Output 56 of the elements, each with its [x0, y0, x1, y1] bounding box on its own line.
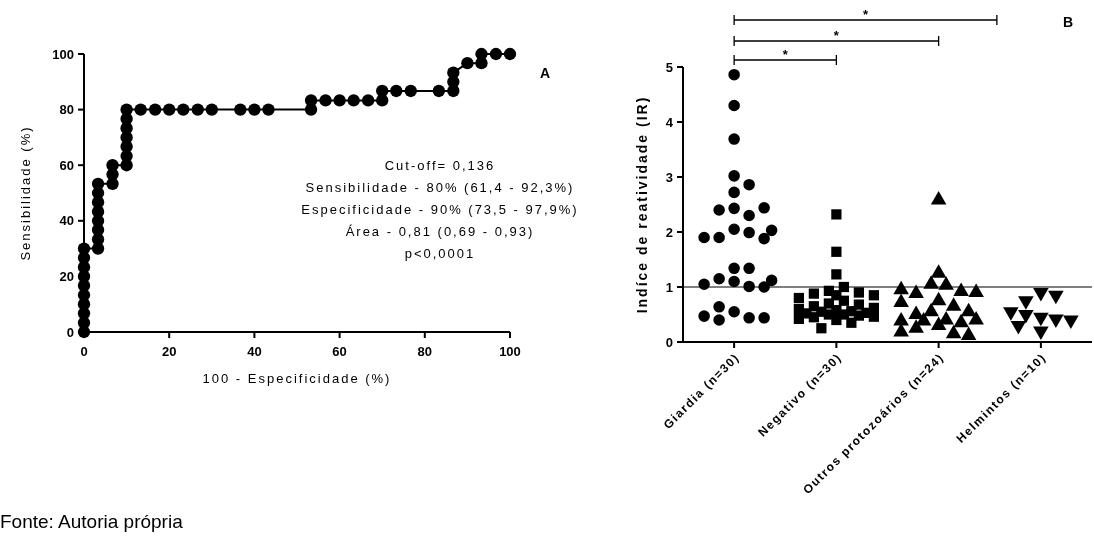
point [163, 103, 176, 116]
y-tick-label: 5 [665, 59, 673, 75]
x-tick-label: 100 [499, 344, 521, 359]
annotation: Especificidade - 90% (73,5 - 97,9%) [301, 202, 579, 217]
text: B [1062, 14, 1074, 30]
y-tick-label: 4 [665, 114, 674, 130]
point [191, 103, 204, 116]
point [91, 177, 105, 190]
x-tick-label: 40 [247, 344, 262, 359]
x-tick-label: 80 [417, 344, 433, 359]
annotation: p<0,0001 [404, 246, 476, 261]
y-tick-label: 80 [59, 102, 74, 118]
x-tick-label: 60 [332, 344, 347, 359]
y-tick-label: 20 [59, 268, 74, 284]
x-tick-label: 0 [80, 344, 88, 359]
x-tick-label: 20 [161, 344, 177, 359]
text: * [833, 28, 840, 43]
point [262, 103, 275, 116]
point [503, 47, 517, 61]
y-tick-label: 3 [665, 169, 673, 185]
y-axis-title: Indíce de reatividade (IR) [634, 95, 650, 314]
point [205, 103, 218, 116]
point [461, 57, 474, 70]
point [248, 103, 261, 116]
point [390, 84, 403, 98]
point [333, 94, 346, 107]
point [347, 94, 360, 107]
annotation: Área - 0,81 (0,69 - 0,93) [345, 224, 535, 239]
point [134, 103, 147, 116]
y-tick-label: 100 [52, 46, 74, 62]
point [447, 66, 460, 79]
point [361, 94, 375, 107]
point [120, 103, 133, 116]
point [489, 47, 503, 61]
text: * [862, 7, 869, 22]
point [432, 84, 446, 98]
point [475, 47, 488, 61]
y-tick-label: 40 [59, 213, 74, 229]
annotation: Sensibilidade - 80% (61,4 - 92,3%) [305, 180, 575, 195]
point [148, 103, 162, 116]
y-tick-label: 2 [665, 224, 673, 240]
point [177, 103, 190, 116]
text: * [782, 47, 789, 62]
point [376, 84, 389, 98]
y-axis-title: Sensibilidade (%) [18, 125, 33, 261]
point [304, 94, 318, 107]
point [319, 94, 332, 107]
x-axis-title: 100 - Especificidade (%) [202, 371, 392, 386]
y-tick-label: 60 [59, 157, 74, 173]
y-tick-label: 0 [66, 324, 74, 340]
point [234, 103, 247, 116]
point [404, 84, 417, 98]
annotation: Cut-off= 0,136 [384, 158, 496, 173]
text: A [539, 65, 551, 81]
y-tick-label: 1 [665, 279, 673, 295]
source-note: Fonte: Autoria própria [0, 511, 184, 532]
